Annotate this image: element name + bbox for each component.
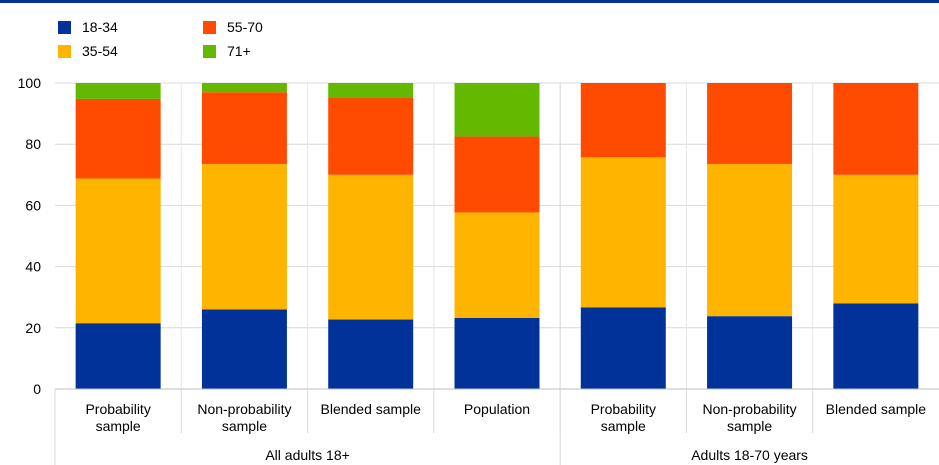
y-tick-label-40: 40 [25,259,41,275]
bar-35-54-1 [201,164,287,310]
y-tick-label-0: 0 [33,381,41,397]
bar-18-34-5 [707,316,793,389]
legend-label-35-54: 35-54 [82,43,118,59]
bar-55-70-2 [328,97,414,175]
legend-item-55-70: 55-70 [203,18,263,36]
bar-71-2 [328,83,414,98]
legend-item-18-34: 18-34 [58,18,118,36]
category-label-0: Probability sample [85,401,150,434]
bar-18-34-0 [75,323,161,389]
legend-label-55-70: 55-70 [227,19,263,35]
category-label-2: Blended sample [321,401,422,417]
bar-18-34-4 [580,307,666,389]
bar-55-70-4 [580,83,666,158]
legend-label-71-plus: 71+ [227,43,251,59]
bar-35-54-2 [328,174,414,320]
y-tick-label-60: 60 [25,197,41,213]
category-label-3: Population [464,401,530,417]
legend-swatch-55-70 [203,20,216,34]
category-label-1: Non-probability sample [197,401,291,434]
bar-35-54-5 [707,164,793,317]
bar-18-34-3 [454,318,540,389]
legend-swatch-18-34 [58,20,71,34]
category-label-5: Non-probability sample [702,401,796,434]
bar-71-0 [75,83,161,99]
bar-35-54-3 [454,212,540,319]
bar-35-54-6 [833,174,919,304]
legend-item-35-54: 35-54 [58,42,118,60]
y-tick-label-100: 100 [18,75,42,91]
bar-18-34-6 [833,303,919,389]
y-tick-label-80: 80 [25,136,41,152]
bar-35-54-4 [580,157,666,308]
bar-18-34-1 [201,309,287,389]
top-rule [0,0,939,3]
bar-18-34-2 [328,319,414,389]
bar-71-1 [201,83,287,93]
group-label-adults-18-70-years: Adults 18-70 years [691,447,808,463]
legend-label-18-34: 18-34 [82,19,118,35]
legend-swatch-71-plus [203,44,216,58]
y-tick-label-20: 20 [25,320,41,336]
group-label-all-adults-18: All adults 18+ [265,447,349,463]
bar-71-3 [454,83,540,137]
bar-55-70-1 [201,92,287,165]
category-label-4: Probability sample [591,401,656,434]
legend-item-71-plus: 71+ [203,42,251,60]
bar-55-70-6 [833,83,919,175]
bar-35-54-0 [75,178,161,324]
bar-55-70-3 [454,136,540,213]
bar-55-70-0 [75,98,161,179]
category-label-6: Blended sample [826,401,927,417]
legend-swatch-35-54 [58,44,71,58]
legend: 18-34 35-54 55-70 71+ [58,18,358,62]
bar-55-70-5 [707,83,793,165]
